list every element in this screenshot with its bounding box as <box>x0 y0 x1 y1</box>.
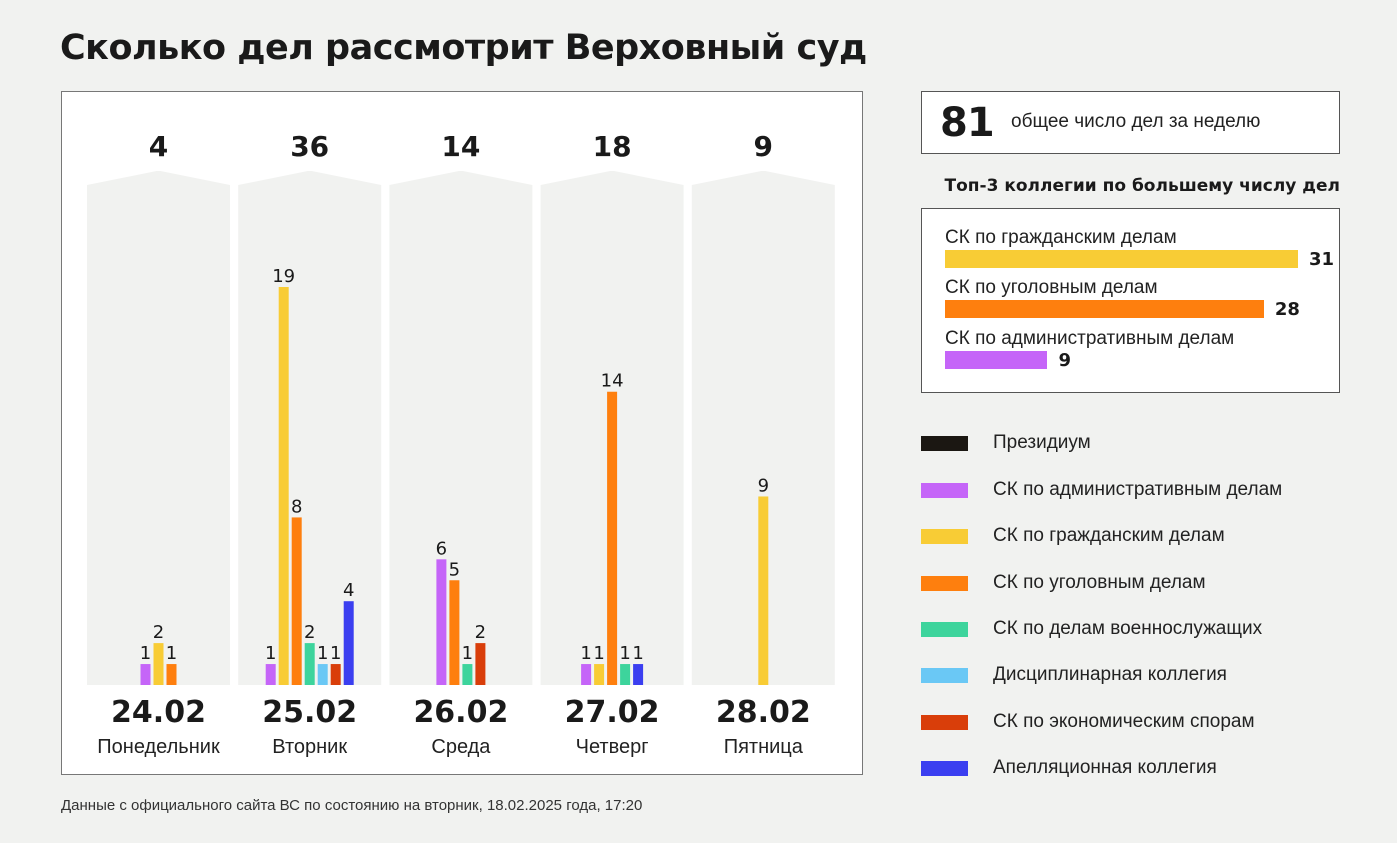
legend-label: Президиум <box>993 432 1091 453</box>
bar-value-label: 1 <box>166 643 177 664</box>
weekday-label: Четверг <box>576 736 649 758</box>
category-tick-label: 25.02 <box>262 695 357 730</box>
bar-value-label: 2 <box>304 622 315 643</box>
day-total-label: 4 <box>149 130 168 163</box>
legend-swatch <box>921 668 968 683</box>
top3-item: СК по административным делам 9 <box>945 328 1234 371</box>
top3-label: СК по гражданским делам <box>945 227 1177 248</box>
bar-value-label: 1 <box>593 643 604 664</box>
day-panel <box>691 171 835 685</box>
chart-frame: 4 1 2 1 24.02 Понедельник 36 1 19 8 2 1 1 4 25.02 Вторн… <box>61 91 863 775</box>
legend-swatch <box>921 483 968 498</box>
day-total-label: 14 <box>441 130 480 163</box>
bar <box>594 664 605 685</box>
legend-label: Дисциплинарная коллегия <box>993 664 1227 685</box>
bar <box>166 664 177 685</box>
bar <box>153 643 164 685</box>
bar <box>449 580 460 685</box>
top3-label: СК по уголовным делам <box>945 277 1158 298</box>
legend-swatch <box>921 436 968 451</box>
bar-value-label: 1 <box>330 643 341 664</box>
weekday-label: Вторник <box>272 736 347 758</box>
top3-item: СК по уголовным делам 28 <box>945 277 1300 320</box>
bar <box>278 287 289 685</box>
legend-swatch <box>921 761 968 776</box>
top3-value: 28 <box>1274 299 1300 320</box>
category-tick-label: 24.02 <box>111 695 206 730</box>
bar-value-label: 9 <box>758 475 769 496</box>
top3-title: Топ-3 коллегии по большему числу дел <box>944 176 1341 196</box>
legend-swatch <box>921 576 968 591</box>
day-total-label: 9 <box>754 130 773 163</box>
total-cases-value: 81 <box>940 100 995 146</box>
bar-value-label: 6 <box>436 538 447 559</box>
day-panel <box>389 171 533 685</box>
weekday-label: Понедельник <box>97 736 220 758</box>
bar <box>140 664 151 685</box>
top3-bar <box>945 351 1048 369</box>
total-cases-label: общее число дел за неделю <box>1011 111 1261 132</box>
legend-label: СК по делам военнослужащих <box>993 618 1263 639</box>
bar-value-label: 5 <box>449 559 460 580</box>
bar-value-label: 4 <box>343 580 354 601</box>
top3-bar <box>945 300 1264 318</box>
bar <box>758 496 769 685</box>
bar-value-label: 8 <box>291 496 302 517</box>
bar-value-label: 1 <box>140 643 151 664</box>
day-panel <box>238 171 382 685</box>
top3-bar <box>945 250 1298 268</box>
bar <box>317 664 328 685</box>
bar-value-label: 2 <box>475 622 486 643</box>
top3-item: СК по гражданским делам 31 <box>945 227 1334 270</box>
bar <box>343 601 354 685</box>
bar <box>330 664 341 685</box>
bar <box>607 391 618 685</box>
category-tick-label: 28.02 <box>716 695 811 730</box>
bar <box>633 664 644 685</box>
bar-value-label: 1 <box>580 643 591 664</box>
legend-swatch <box>921 529 968 544</box>
bar-value-label: 1 <box>317 643 328 664</box>
total-cases-box: 81 общее число дел за неделю <box>921 91 1340 154</box>
bar <box>581 664 592 685</box>
bar <box>462 664 473 685</box>
bar <box>620 664 631 685</box>
bar <box>291 517 302 685</box>
legend-label: СК по экономическим спорам <box>993 711 1255 732</box>
bar-value-label: 1 <box>265 643 276 664</box>
bar-value-label: 14 <box>601 371 624 392</box>
legend-label: Апелляционная коллегия <box>993 757 1217 778</box>
weekday-label: Пятница <box>724 736 804 758</box>
legend-label: СК по уголовным делам <box>993 572 1206 593</box>
category-tick-label: 26.02 <box>413 695 508 730</box>
bar-value-label: 1 <box>462 643 473 664</box>
legend-swatch <box>921 715 968 730</box>
bar <box>475 643 486 685</box>
top3-value: 31 <box>1309 249 1335 270</box>
top3-value: 9 <box>1058 350 1071 371</box>
bar-value-label: 1 <box>632 643 643 664</box>
weekday-label: Среда <box>431 736 491 758</box>
day-panel <box>87 171 230 685</box>
legend-label: СК по гражданским делам <box>993 525 1225 546</box>
bar <box>436 559 447 685</box>
day-total-label: 36 <box>290 130 329 163</box>
top3-label: СК по административным делам <box>945 328 1235 349</box>
source-footnote: Данные с официального сайта ВС по состоя… <box>61 797 643 814</box>
bar <box>304 643 315 685</box>
legend-label: СК по административным делам <box>993 479 1283 500</box>
category-tick-label: 27.02 <box>565 695 660 730</box>
bar-value-label: 1 <box>619 643 630 664</box>
page-title: Сколько дел рассмотрит Верховный суд <box>60 28 867 68</box>
legend-swatch <box>921 622 968 637</box>
bar-value-label: 19 <box>272 266 295 287</box>
top3-box: СК по гражданским делам 31 СК по уголовн… <box>921 208 1340 393</box>
day-total-label: 18 <box>593 130 632 163</box>
bar <box>265 664 276 685</box>
bar-value-label: 2 <box>153 622 164 643</box>
